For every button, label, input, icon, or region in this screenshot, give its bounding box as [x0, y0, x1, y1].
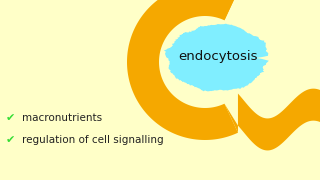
Text: endocytosis: endocytosis	[178, 50, 258, 62]
Polygon shape	[166, 25, 268, 90]
Text: macronutrients: macronutrients	[22, 113, 102, 123]
Text: ✔: ✔	[6, 113, 15, 123]
Polygon shape	[224, 94, 238, 133]
Polygon shape	[127, 0, 238, 140]
Polygon shape	[220, 0, 238, 20]
Text: ✔: ✔	[6, 135, 15, 145]
Text: regulation of cell signalling: regulation of cell signalling	[22, 135, 164, 145]
Polygon shape	[238, 89, 320, 150]
